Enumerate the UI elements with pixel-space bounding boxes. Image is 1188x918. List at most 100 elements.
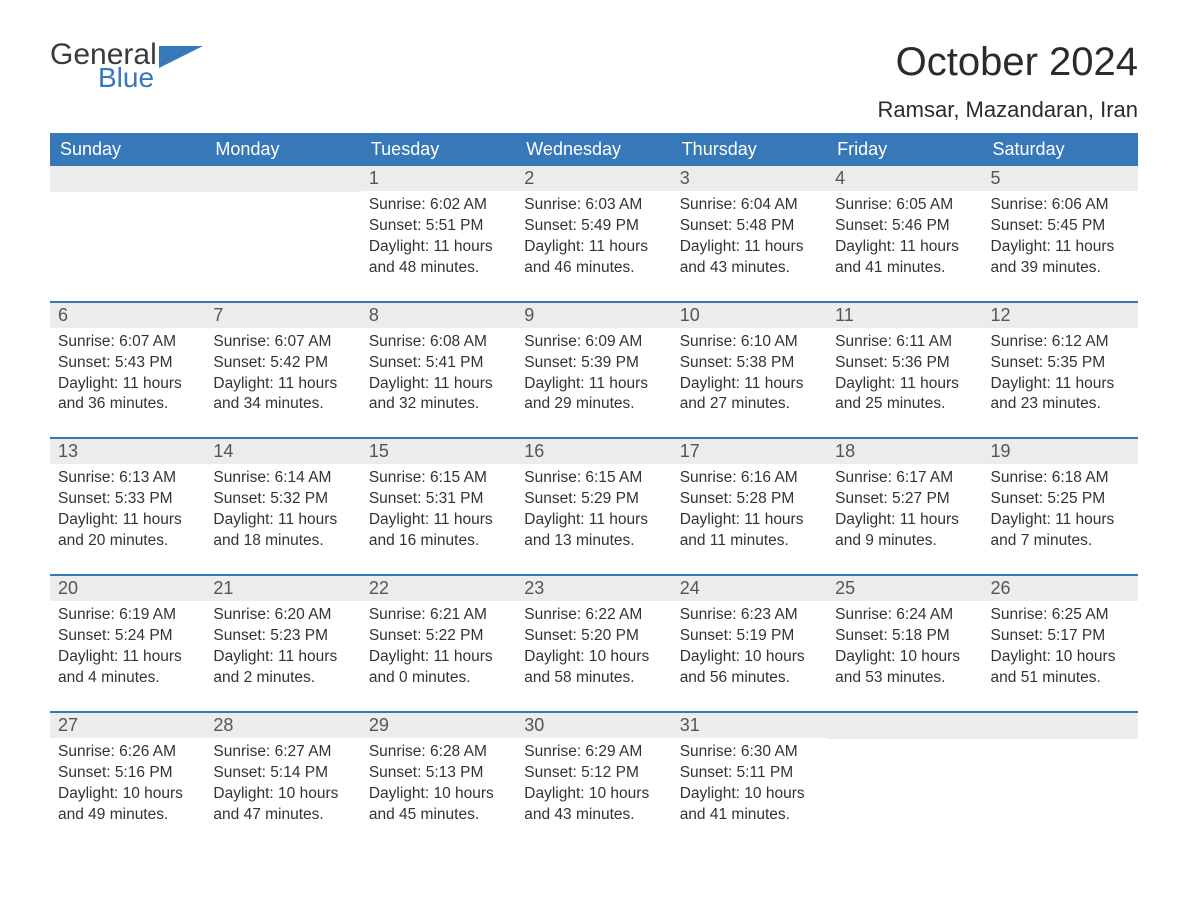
daylight-text: and 46 minutes. [524, 258, 663, 279]
sunset-text: Sunset: 5:46 PM [835, 216, 974, 237]
calendar-week-row: 13Sunrise: 6:13 AMSunset: 5:33 PMDayligh… [50, 438, 1138, 575]
calendar-day-cell [983, 712, 1138, 848]
daylight-text: and 0 minutes. [369, 668, 508, 689]
day-number: 8 [361, 303, 516, 328]
daylight-text: Daylight: 11 hours [991, 237, 1130, 258]
sunrise-text: Sunrise: 6:17 AM [835, 468, 974, 489]
day-content: Sunrise: 6:26 AMSunset: 5:16 PMDaylight:… [50, 738, 205, 848]
calendar-day-cell: 29Sunrise: 6:28 AMSunset: 5:13 PMDayligh… [361, 712, 516, 848]
calendar-day-cell: 25Sunrise: 6:24 AMSunset: 5:18 PMDayligh… [827, 575, 982, 712]
calendar-day-cell: 23Sunrise: 6:22 AMSunset: 5:20 PMDayligh… [516, 575, 671, 712]
sunset-text: Sunset: 5:45 PM [991, 216, 1130, 237]
weekday-header: Friday [827, 133, 982, 166]
day-content: Sunrise: 6:09 AMSunset: 5:39 PMDaylight:… [516, 328, 671, 438]
weekday-header: Thursday [672, 133, 827, 166]
day-content: Sunrise: 6:07 AMSunset: 5:42 PMDaylight:… [205, 328, 360, 438]
day-number [50, 166, 205, 192]
calendar-day-cell: 22Sunrise: 6:21 AMSunset: 5:22 PMDayligh… [361, 575, 516, 712]
calendar-day-cell [50, 166, 205, 302]
sunset-text: Sunset: 5:43 PM [58, 353, 197, 374]
sunset-text: Sunset: 5:38 PM [680, 353, 819, 374]
calendar-day-cell: 19Sunrise: 6:18 AMSunset: 5:25 PMDayligh… [983, 438, 1138, 575]
daylight-text: and 56 minutes. [680, 668, 819, 689]
day-number [827, 713, 982, 739]
day-content: Sunrise: 6:27 AMSunset: 5:14 PMDaylight:… [205, 738, 360, 848]
day-content: Sunrise: 6:18 AMSunset: 5:25 PMDaylight:… [983, 464, 1138, 574]
weekday-header: Monday [205, 133, 360, 166]
sunrise-text: Sunrise: 6:16 AM [680, 468, 819, 489]
calendar-day-cell: 8Sunrise: 6:08 AMSunset: 5:41 PMDaylight… [361, 302, 516, 439]
sunset-text: Sunset: 5:16 PM [58, 763, 197, 784]
day-content: Sunrise: 6:06 AMSunset: 5:45 PMDaylight:… [983, 191, 1138, 301]
day-number: 14 [205, 439, 360, 464]
daylight-text: and 48 minutes. [369, 258, 508, 279]
day-content [827, 739, 982, 786]
day-content: Sunrise: 6:22 AMSunset: 5:20 PMDaylight:… [516, 601, 671, 711]
sunrise-text: Sunrise: 6:08 AM [369, 332, 508, 353]
sunrise-text: Sunrise: 6:30 AM [680, 742, 819, 763]
calendar-week-row: 27Sunrise: 6:26 AMSunset: 5:16 PMDayligh… [50, 712, 1138, 848]
daylight-text: and 2 minutes. [213, 668, 352, 689]
calendar-day-cell: 5Sunrise: 6:06 AMSunset: 5:45 PMDaylight… [983, 166, 1138, 302]
day-number: 11 [827, 303, 982, 328]
day-number: 23 [516, 576, 671, 601]
month-title: October 2024 [878, 40, 1138, 85]
daylight-text: and 51 minutes. [991, 668, 1130, 689]
day-content: Sunrise: 6:13 AMSunset: 5:33 PMDaylight:… [50, 464, 205, 574]
sunrise-text: Sunrise: 6:07 AM [213, 332, 352, 353]
calendar-day-cell: 20Sunrise: 6:19 AMSunset: 5:24 PMDayligh… [50, 575, 205, 712]
day-content: Sunrise: 6:05 AMSunset: 5:46 PMDaylight:… [827, 191, 982, 301]
daylight-text: and 41 minutes. [680, 805, 819, 826]
daylight-text: and 23 minutes. [991, 394, 1130, 415]
calendar-week-row: 1Sunrise: 6:02 AMSunset: 5:51 PMDaylight… [50, 166, 1138, 302]
daylight-text: Daylight: 11 hours [524, 237, 663, 258]
sunset-text: Sunset: 5:33 PM [58, 489, 197, 510]
day-number: 3 [672, 166, 827, 191]
sunrise-text: Sunrise: 6:04 AM [680, 195, 819, 216]
daylight-text: Daylight: 10 hours [991, 647, 1130, 668]
sunset-text: Sunset: 5:13 PM [369, 763, 508, 784]
sunset-text: Sunset: 5:24 PM [58, 626, 197, 647]
daylight-text: and 20 minutes. [58, 531, 197, 552]
calendar-day-cell: 9Sunrise: 6:09 AMSunset: 5:39 PMDaylight… [516, 302, 671, 439]
daylight-text: Daylight: 11 hours [680, 510, 819, 531]
calendar-day-cell: 13Sunrise: 6:13 AMSunset: 5:33 PMDayligh… [50, 438, 205, 575]
sunset-text: Sunset: 5:28 PM [680, 489, 819, 510]
daylight-text: Daylight: 11 hours [213, 647, 352, 668]
daylight-text: Daylight: 10 hours [680, 647, 819, 668]
day-number: 19 [983, 439, 1138, 464]
sunrise-text: Sunrise: 6:26 AM [58, 742, 197, 763]
daylight-text: and 11 minutes. [680, 531, 819, 552]
calendar-day-cell: 3Sunrise: 6:04 AMSunset: 5:48 PMDaylight… [672, 166, 827, 302]
weekday-header: Wednesday [516, 133, 671, 166]
sunset-text: Sunset: 5:48 PM [680, 216, 819, 237]
day-number: 27 [50, 713, 205, 738]
day-number: 9 [516, 303, 671, 328]
weekday-header: Sunday [50, 133, 205, 166]
day-content: Sunrise: 6:03 AMSunset: 5:49 PMDaylight:… [516, 191, 671, 301]
calendar-day-cell: 4Sunrise: 6:05 AMSunset: 5:46 PMDaylight… [827, 166, 982, 302]
daylight-text: and 34 minutes. [213, 394, 352, 415]
daylight-text: Daylight: 10 hours [835, 647, 974, 668]
sunrise-text: Sunrise: 6:15 AM [369, 468, 508, 489]
sunrise-text: Sunrise: 6:28 AM [369, 742, 508, 763]
day-number: 30 [516, 713, 671, 738]
daylight-text: and 27 minutes. [680, 394, 819, 415]
sunset-text: Sunset: 5:35 PM [991, 353, 1130, 374]
day-number: 21 [205, 576, 360, 601]
calendar-day-cell: 18Sunrise: 6:17 AMSunset: 5:27 PMDayligh… [827, 438, 982, 575]
day-content: Sunrise: 6:23 AMSunset: 5:19 PMDaylight:… [672, 601, 827, 711]
daylight-text: Daylight: 11 hours [58, 510, 197, 531]
calendar-day-cell: 27Sunrise: 6:26 AMSunset: 5:16 PMDayligh… [50, 712, 205, 848]
calendar-day-cell: 12Sunrise: 6:12 AMSunset: 5:35 PMDayligh… [983, 302, 1138, 439]
sunset-text: Sunset: 5:12 PM [524, 763, 663, 784]
daylight-text: and 43 minutes. [524, 805, 663, 826]
sunrise-text: Sunrise: 6:21 AM [369, 605, 508, 626]
calendar-day-cell: 2Sunrise: 6:03 AMSunset: 5:49 PMDaylight… [516, 166, 671, 302]
daylight-text: Daylight: 10 hours [213, 784, 352, 805]
daylight-text: and 36 minutes. [58, 394, 197, 415]
day-content: Sunrise: 6:21 AMSunset: 5:22 PMDaylight:… [361, 601, 516, 711]
sunset-text: Sunset: 5:51 PM [369, 216, 508, 237]
daylight-text: and 47 minutes. [213, 805, 352, 826]
day-number: 24 [672, 576, 827, 601]
